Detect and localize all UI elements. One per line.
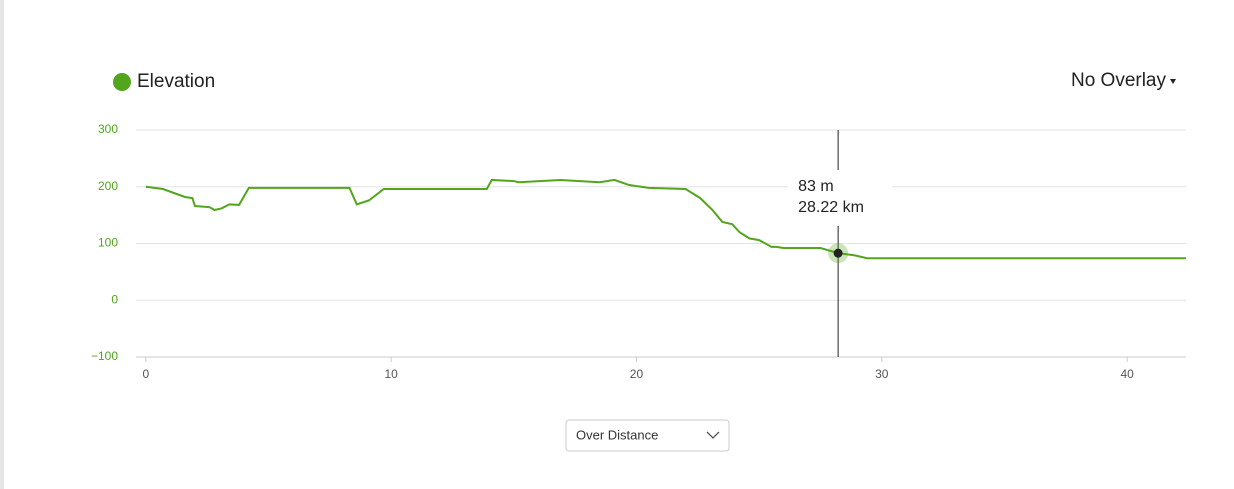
y-tick-label: 0 [111,292,118,306]
tooltip-text: 28.22 km [798,199,864,216]
x-mode-select[interactable] [565,419,730,452]
y-tick-label: −100 [91,349,118,363]
x-tick-label: 30 [875,367,889,381]
select-chevron [706,431,720,439]
x-tick-label: 20 [630,367,644,381]
elevation-line [145,178,1186,260]
y-tick-label: 300 [98,122,118,136]
legend-label: Elevation [137,71,215,92]
hover-point [833,248,843,258]
tooltip-text: 83 m [798,178,834,195]
dropdown-arrow [1170,79,1176,84]
x-mode-label: Over Distance [576,427,658,442]
overlay-dropdown[interactable]: No Overlay [1071,70,1167,91]
tooltip-bg [788,170,893,226]
y-tick-label: 200 [98,179,118,193]
x-tick-label: 40 [1120,367,1134,381]
y-tick-label: 100 [98,236,118,250]
x-tick-label: 0 [142,367,149,381]
left-border [0,0,4,489]
x-tick-label: 10 [384,367,398,381]
legend-dot [113,73,131,91]
